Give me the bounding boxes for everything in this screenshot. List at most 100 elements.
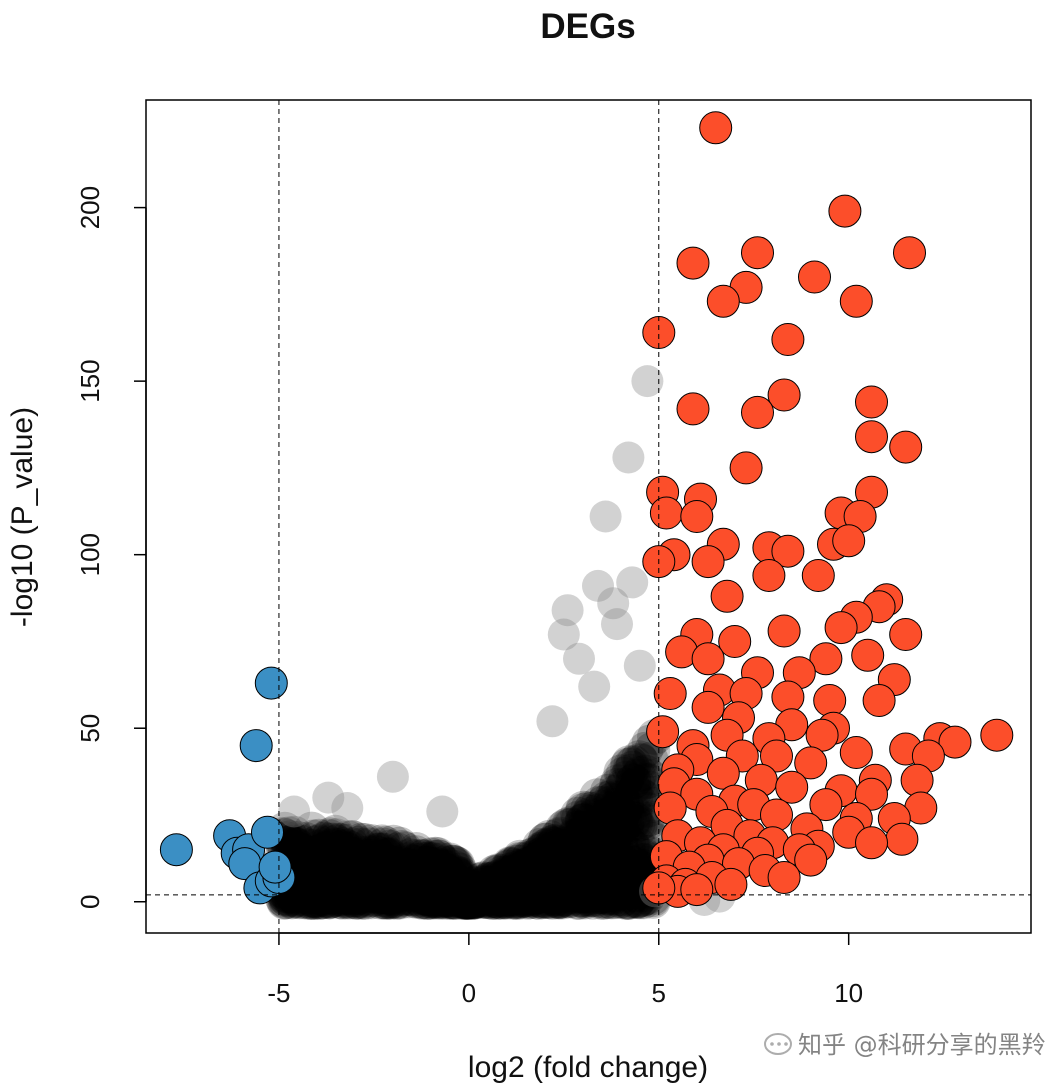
ns-point xyxy=(615,855,652,892)
ns-point xyxy=(345,875,382,912)
ns-point xyxy=(518,851,555,888)
ns-point xyxy=(608,787,645,824)
ns-point xyxy=(297,853,333,890)
ns-point xyxy=(343,822,380,859)
ns-point xyxy=(374,845,411,882)
ns-point xyxy=(620,782,657,819)
ns-point xyxy=(605,756,642,793)
ns-point xyxy=(420,839,456,876)
ns-point xyxy=(353,883,390,920)
ns-point xyxy=(431,842,468,879)
nonsignificant-point xyxy=(612,441,645,474)
ns-point xyxy=(561,835,598,872)
ns-point xyxy=(425,879,462,915)
upregulated-point xyxy=(767,378,801,412)
ns-point xyxy=(363,857,400,894)
ns-point xyxy=(392,851,429,888)
ns-point xyxy=(410,846,447,883)
ns-point xyxy=(450,882,487,919)
ns-point xyxy=(395,864,432,901)
ns-point xyxy=(387,871,424,908)
ns-point xyxy=(585,817,622,853)
ns-point xyxy=(397,882,434,919)
ns-point xyxy=(628,763,665,800)
ns-point xyxy=(563,855,600,892)
ns-point xyxy=(307,881,344,918)
ns-point xyxy=(573,835,610,872)
ns-point xyxy=(526,850,563,887)
ns-point xyxy=(420,883,457,920)
ns-point xyxy=(568,854,605,891)
ns-point xyxy=(577,825,614,862)
ns-point xyxy=(404,842,441,878)
ns-point xyxy=(470,879,507,916)
ns-point xyxy=(318,850,355,887)
ns-point xyxy=(606,802,643,839)
ns-point xyxy=(597,774,634,811)
ns-point xyxy=(370,837,407,874)
ns-point xyxy=(535,835,572,872)
ns-point xyxy=(572,864,609,901)
ns-point xyxy=(564,840,601,876)
ns-point xyxy=(509,846,546,883)
ns-point xyxy=(340,878,377,915)
ns-point xyxy=(585,876,622,913)
nonsignificant-point xyxy=(278,795,311,828)
ns-point xyxy=(623,837,660,874)
ns-point xyxy=(565,803,602,840)
ns-point xyxy=(328,831,365,868)
ns-point xyxy=(293,866,330,903)
ns-point xyxy=(473,874,510,911)
ns-point xyxy=(446,882,483,919)
ns-point xyxy=(478,882,515,919)
ns-point xyxy=(528,822,564,859)
ns-point xyxy=(470,883,506,919)
ns-point xyxy=(410,841,447,878)
ns-point xyxy=(525,870,562,907)
ns-point xyxy=(505,860,542,897)
ns-point xyxy=(443,856,480,893)
ns-point xyxy=(447,883,484,920)
ns-point xyxy=(501,842,538,878)
ns-point xyxy=(321,879,358,916)
ns-point xyxy=(574,875,611,912)
ns-point xyxy=(511,881,548,918)
ns-point xyxy=(615,801,652,838)
ns-point xyxy=(321,862,358,899)
ns-point xyxy=(477,872,514,909)
ns-point xyxy=(414,882,451,919)
ns-point xyxy=(290,850,327,887)
ns-point xyxy=(566,844,603,881)
ns-point xyxy=(609,853,646,889)
ns-point xyxy=(366,881,403,918)
ns-point xyxy=(406,863,443,900)
ns-point xyxy=(299,881,336,918)
ns-point xyxy=(584,875,621,912)
ns-point xyxy=(507,863,544,900)
ns-point xyxy=(536,858,573,895)
ns-point xyxy=(288,867,325,904)
ns-point xyxy=(296,848,333,885)
ns-point xyxy=(550,836,587,873)
ns-point xyxy=(318,827,354,864)
ns-point xyxy=(281,883,318,920)
ns-point xyxy=(324,883,361,920)
nonsignificant-point xyxy=(426,795,459,828)
ns-point xyxy=(341,870,378,907)
ns-point xyxy=(512,858,549,895)
ns-point xyxy=(349,853,385,890)
ns-point xyxy=(436,868,473,905)
ns-point xyxy=(570,858,606,895)
ns-point xyxy=(320,846,357,883)
ns-point xyxy=(342,857,378,894)
ns-point xyxy=(367,852,404,889)
ns-point xyxy=(370,882,407,919)
ns-point xyxy=(307,878,344,915)
ns-point xyxy=(372,878,409,914)
ns-point xyxy=(443,880,480,917)
ns-point xyxy=(614,826,650,863)
ns-point xyxy=(476,861,512,898)
ns-point xyxy=(508,879,545,916)
ns-point xyxy=(502,839,539,876)
ns-point xyxy=(412,883,449,920)
